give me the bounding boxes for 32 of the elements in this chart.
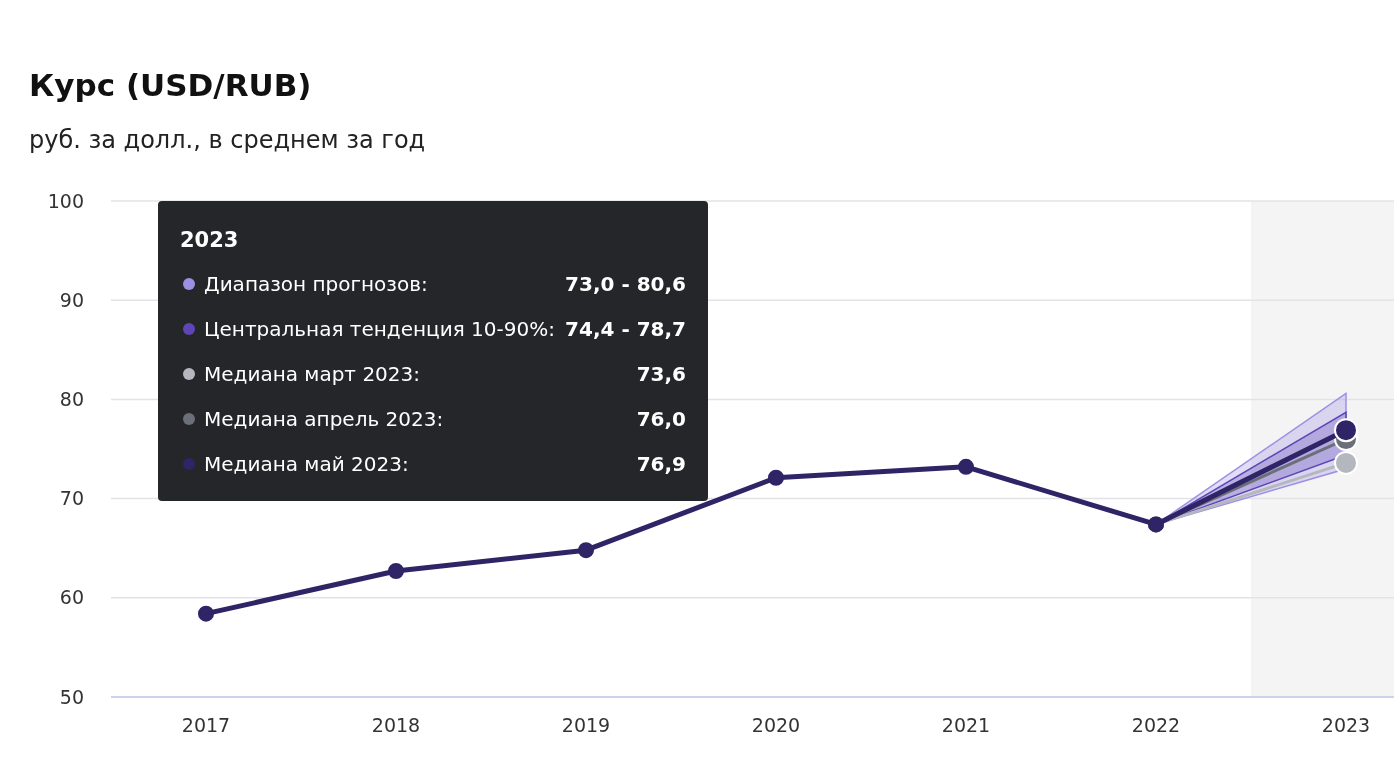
legend-label: Центральная тенденция 10-90%: — [204, 317, 555, 341]
y-tick-label: 80 — [59, 388, 84, 411]
x-tick-label: 2018 — [371, 714, 421, 736]
legend-label: Медиана март 2023: — [204, 362, 421, 386]
legend-label: Медиана май 2023: — [204, 452, 409, 476]
point — [578, 542, 594, 559]
chart-subtitle: руб. за долл., в среднем за год — [29, 126, 426, 154]
annotation: 76,0 — [636, 407, 686, 431]
x-tick-label: 2019 — [561, 714, 611, 736]
x-tick-label: 2021 — [941, 714, 991, 736]
chart-title: Курс (USD/RUB) — [29, 67, 312, 103]
x-tick-label: 2023 — [1321, 714, 1371, 736]
annotation: 74,4 - 78,7 — [565, 317, 686, 341]
legend-label: Диапазон прогнозов: — [204, 272, 428, 296]
x-tick-label: 2022 — [1131, 714, 1181, 736]
x-tick-label: 2017 — [181, 714, 231, 736]
category-label: 2023 — [180, 228, 239, 252]
point — [768, 469, 784, 486]
y-tick-label: 60 — [59, 586, 84, 609]
point — [198, 605, 214, 622]
y-tick-label: 100 — [47, 189, 84, 212]
annotation: 76,9 — [636, 452, 686, 476]
point — [1334, 450, 1358, 475]
x-tick-label: 2020 — [751, 714, 801, 736]
y-tick-label: 90 — [59, 288, 84, 311]
y-tick-label: 50 — [59, 685, 84, 708]
annotation: 73,0 - 80,6 — [565, 272, 686, 296]
point — [958, 458, 974, 475]
y-tick-label: 70 — [59, 487, 84, 510]
annotation: 73,6 — [636, 362, 686, 386]
legend-label: Медиана апрель 2023: — [204, 407, 444, 431]
point — [388, 563, 404, 580]
